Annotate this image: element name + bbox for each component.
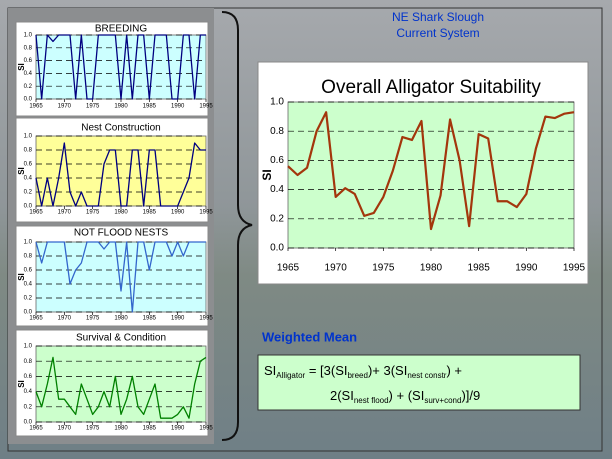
x-tick-label: 1965	[29, 210, 43, 216]
formula-subscript: surv+cond	[424, 396, 461, 405]
x-tick-label: 1990	[171, 426, 185, 432]
x-tick-label: 1970	[58, 316, 72, 322]
formula-subscript: breed	[347, 371, 367, 380]
x-tick-label: 1980	[114, 426, 128, 432]
x-tick-label: 1985	[143, 426, 157, 432]
x-tick-label: 1990	[171, 316, 185, 322]
y-tick-label: 0.4	[24, 71, 33, 77]
x-tick-label: 1995	[199, 210, 213, 216]
y-tick-label: 0.8	[24, 45, 33, 51]
y-tick-label: 1.0	[270, 97, 284, 108]
y-tick-label: 0.8	[24, 359, 33, 365]
x-tick-label: 1970	[58, 210, 72, 216]
y-tick-label: 1.0	[24, 134, 33, 140]
slide: NE Shark Slough Current System Weighted …	[0, 0, 612, 459]
y-tick-label: 0.8	[24, 254, 33, 260]
x-tick-label: 1970	[58, 104, 72, 110]
y-tick-label: 0.0	[24, 97, 33, 103]
chart-title: Survival & Condition	[76, 333, 166, 344]
header-line: Current System	[396, 26, 479, 40]
x-tick-label: 1965	[29, 426, 43, 432]
x-tick-label: 1995	[563, 263, 586, 274]
y-tick-label: 0.6	[24, 268, 33, 274]
x-tick-label: 1970	[325, 263, 348, 274]
y-tick-label: 0.4	[270, 184, 284, 195]
chart-title: BREEDING	[95, 24, 147, 35]
y-tick-label: 0.4	[24, 282, 33, 288]
y-tick-label: 0.6	[24, 58, 33, 64]
y-tick-label: 0.4	[24, 389, 33, 395]
y-axis-label: SI	[17, 63, 26, 71]
y-tick-label: 0.8	[24, 148, 33, 154]
y-axis-label: SI	[17, 273, 26, 281]
x-tick-label: 1995	[199, 316, 213, 322]
x-tick-label: 1975	[86, 316, 100, 322]
x-tick-label: 1995	[199, 426, 213, 432]
formula-subscript: Alligator	[276, 371, 305, 380]
y-tick-label: 0.2	[270, 213, 284, 224]
y-tick-label: 0.2	[24, 84, 33, 90]
x-tick-label: 1985	[468, 263, 491, 274]
x-tick-label: 1980	[420, 263, 443, 274]
x-tick-label: 1980	[114, 104, 128, 110]
formula-text: )]/9	[461, 388, 480, 403]
weighted-mean-label: Weighted Mean	[262, 329, 357, 344]
x-tick-label: 1980	[114, 210, 128, 216]
x-tick-label: 1970	[58, 426, 72, 432]
y-axis-label: SI	[17, 380, 26, 388]
x-tick-label: 1965	[29, 316, 43, 322]
formula-text: ) + (SI	[389, 388, 425, 403]
x-tick-label: 1965	[29, 104, 43, 110]
formula-subscript: nest flood	[354, 396, 389, 405]
formula-text: )+ 3(SI	[368, 363, 407, 378]
y-tick-label: 1.0	[24, 344, 33, 350]
x-tick-label: 1985	[143, 316, 157, 322]
plot-area	[36, 242, 206, 312]
y-tick-label: 0.6	[24, 374, 33, 380]
y-tick-label: 0.6	[270, 155, 284, 166]
x-tick-label: 1990	[515, 263, 538, 274]
chart-title: NOT FLOOD NESTS	[74, 228, 169, 239]
formula-text: 2(SI	[330, 388, 354, 403]
x-tick-label: 1975	[86, 426, 100, 432]
x-tick-label: 1980	[114, 316, 128, 322]
x-tick-label: 1975	[86, 104, 100, 110]
y-tick-label: 0.2	[24, 296, 33, 302]
x-tick-label: 1995	[199, 104, 213, 110]
x-tick-label: 1965	[277, 263, 300, 274]
formula-text: SI	[264, 363, 276, 378]
y-tick-label: 1.0	[24, 33, 33, 39]
x-tick-label: 1990	[171, 104, 185, 110]
formula-text: = [3(SI	[305, 363, 347, 378]
y-tick-label: 0.2	[24, 190, 33, 196]
y-axis-label: SI	[260, 169, 274, 180]
formula-subscript: nest constr	[407, 371, 446, 380]
y-tick-label: 0.6	[24, 162, 33, 168]
x-tick-label: 1975	[372, 263, 395, 274]
formula-text: ) +	[446, 363, 462, 378]
x-tick-label: 1985	[143, 104, 157, 110]
y-tick-label: 0.0	[270, 243, 284, 254]
header-line: NE Shark Slough	[392, 10, 484, 24]
y-tick-label: 0.8	[270, 126, 284, 137]
x-tick-label: 1990	[171, 210, 185, 216]
chart-title: Nest Construction	[81, 123, 160, 134]
y-tick-label: 1.0	[24, 240, 33, 246]
y-axis-label: SI	[17, 167, 26, 175]
x-tick-label: 1985	[143, 210, 157, 216]
y-tick-label: 0.4	[24, 176, 33, 182]
x-tick-label: 1975	[86, 210, 100, 216]
chart-title: Overall Alligator Suitability	[321, 77, 541, 98]
plot-area	[36, 136, 206, 206]
y-tick-label: 0.2	[24, 404, 33, 410]
